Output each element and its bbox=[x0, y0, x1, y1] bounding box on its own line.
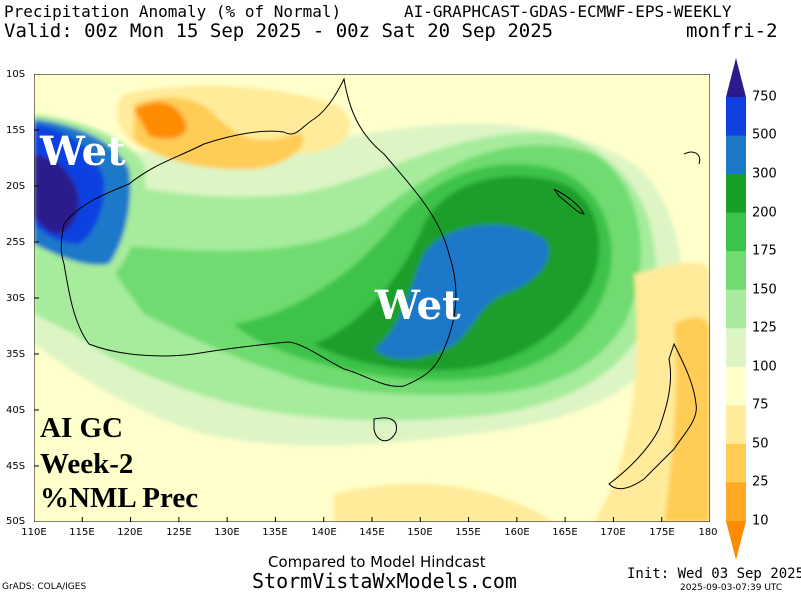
wet-label-west: Wet bbox=[40, 128, 126, 175]
lat-label-50s: 50S bbox=[6, 516, 26, 527]
cbar-label-175: 175 bbox=[752, 243, 777, 259]
run-tag: monfri-2 bbox=[686, 20, 778, 42]
cbar-label-125: 125 bbox=[752, 320, 777, 336]
cbar-label-150: 150 bbox=[752, 282, 777, 298]
lon-label-125e: 125E bbox=[166, 527, 192, 538]
cbar-label-75: 75 bbox=[752, 397, 769, 413]
footer-subtitle: Compared to Model Hindcast bbox=[268, 553, 486, 571]
lat-label-20s: 20S bbox=[6, 181, 26, 192]
cbar-label-100: 100 bbox=[752, 359, 777, 375]
cbar-swatch bbox=[726, 97, 746, 137]
model-label: AI GC bbox=[40, 412, 123, 444]
lon-label-155e: 155E bbox=[455, 527, 481, 538]
field-label: %NML Prec bbox=[40, 482, 199, 514]
lon-label-165e: 165E bbox=[552, 527, 578, 538]
lat-label-25s: 25S bbox=[6, 237, 26, 248]
wet-label-east: Wet bbox=[375, 282, 461, 329]
lon-label-135e: 135E bbox=[262, 527, 288, 538]
lon-label-180: 180 bbox=[698, 527, 718, 538]
lon-label-145e: 145E bbox=[359, 527, 385, 538]
lat-label-15s: 15S bbox=[6, 125, 26, 136]
precip-anomaly-map bbox=[34, 74, 710, 522]
lon-label-115e: 115E bbox=[69, 527, 95, 538]
cbar-swatch bbox=[726, 328, 746, 368]
cbar-swatch bbox=[726, 366, 746, 406]
cbar-swatch bbox=[726, 289, 746, 329]
lon-label-150e: 150E bbox=[407, 527, 433, 538]
lon-label-130e: 130E bbox=[214, 527, 240, 538]
cbar-bottom-arrow bbox=[726, 521, 746, 560]
footer-timestamp: 2025-09-03-07:39 UTC bbox=[680, 583, 783, 593]
colorbar bbox=[726, 58, 746, 560]
cbar-label-200: 200 bbox=[752, 205, 777, 221]
cbar-label-10: 10 bbox=[752, 513, 769, 529]
cbar-label-500: 500 bbox=[752, 127, 777, 143]
cbar-swatch bbox=[726, 135, 746, 175]
cbar-swatch bbox=[726, 174, 746, 214]
cbar-label-25: 25 bbox=[752, 474, 769, 490]
cbar-swatch bbox=[726, 212, 746, 252]
model-name: AI-GRAPHCAST-GDAS-ECMWF-EPS-WEEKLY bbox=[404, 2, 732, 21]
lon-label-110e: 110E bbox=[21, 527, 47, 538]
lat-label-10s: 10S bbox=[6, 69, 26, 80]
cbar-swatch bbox=[726, 251, 746, 291]
coastlines bbox=[60, 77, 701, 490]
map-title: Precipitation Anomaly (% of Normal) bbox=[4, 2, 342, 21]
lon-label-140e: 140E bbox=[311, 527, 337, 538]
cbar-top-arrow bbox=[726, 58, 746, 97]
lat-label-30s: 30S bbox=[6, 293, 26, 304]
footer-init: Init: Wed 03 Sep 2025 bbox=[627, 566, 801, 582]
lon-label-120e: 120E bbox=[117, 527, 143, 538]
cbar-swatch bbox=[726, 482, 746, 522]
lat-label-35s: 35S bbox=[6, 349, 26, 360]
cbar-label-300: 300 bbox=[752, 166, 777, 182]
cbar-label-750: 750 bbox=[752, 89, 777, 105]
valid-period: Valid: 00z Mon 15 Sep 2025 - 00z Sat 20 … bbox=[4, 20, 554, 42]
lon-label-170e: 170E bbox=[600, 527, 626, 538]
cbar-label-50: 50 bbox=[752, 436, 769, 452]
lon-label-160e: 160E bbox=[504, 527, 530, 538]
footer-site: StormVistaWxModels.com bbox=[252, 569, 517, 593]
lead-label: Week-2 bbox=[40, 448, 134, 480]
lat-label-40s: 40S bbox=[6, 405, 26, 416]
footer-credit: GrADS: COLA/IGES bbox=[2, 582, 87, 592]
cbar-swatch bbox=[726, 405, 746, 445]
cbar-swatch bbox=[726, 443, 746, 483]
lon-label-175e: 175E bbox=[649, 527, 675, 538]
anomaly-fill bbox=[34, 85, 710, 522]
lat-label-45s: 45S bbox=[6, 461, 26, 472]
